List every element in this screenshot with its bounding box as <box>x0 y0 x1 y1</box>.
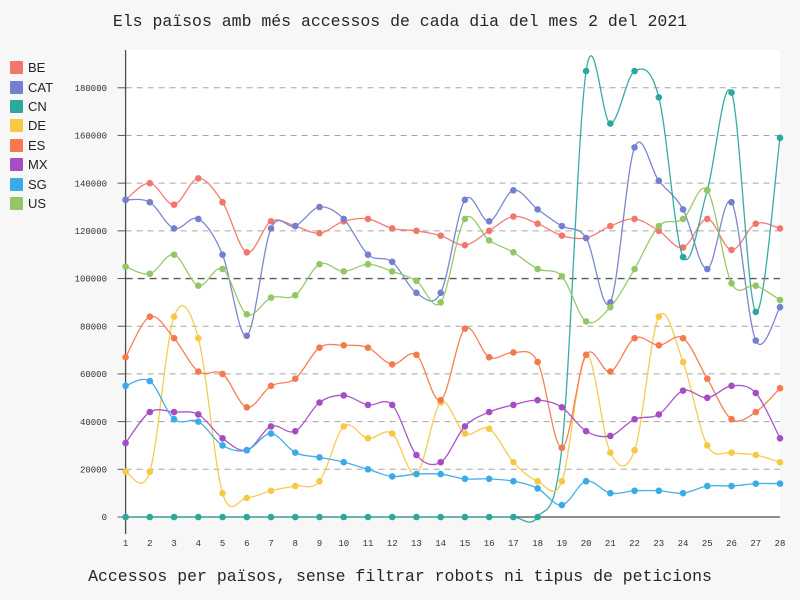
svg-text:80000: 80000 <box>80 322 107 332</box>
svg-text:60000: 60000 <box>80 370 107 380</box>
svg-text:22: 22 <box>629 539 640 549</box>
svg-text:9: 9 <box>317 539 322 549</box>
svg-text:21: 21 <box>605 539 616 549</box>
svg-text:27: 27 <box>750 539 761 549</box>
svg-text:160000: 160000 <box>75 132 107 142</box>
svg-text:100000: 100000 <box>75 275 107 285</box>
svg-text:17: 17 <box>508 539 519 549</box>
svg-text:11: 11 <box>363 539 374 549</box>
svg-text:40000: 40000 <box>80 418 107 428</box>
svg-text:13: 13 <box>411 539 422 549</box>
svg-text:8: 8 <box>293 539 298 549</box>
svg-text:6: 6 <box>244 539 249 549</box>
svg-text:23: 23 <box>653 539 664 549</box>
svg-text:19: 19 <box>556 539 567 549</box>
svg-text:12: 12 <box>387 539 398 549</box>
svg-text:10: 10 <box>338 539 349 549</box>
svg-text:120000: 120000 <box>75 227 107 237</box>
svg-text:18: 18 <box>532 539 543 549</box>
svg-text:5: 5 <box>220 539 225 549</box>
svg-text:7: 7 <box>268 539 273 549</box>
svg-text:0: 0 <box>102 513 107 523</box>
svg-text:3: 3 <box>171 539 176 549</box>
svg-text:1: 1 <box>123 539 128 549</box>
svg-text:4: 4 <box>196 539 201 549</box>
svg-text:20: 20 <box>581 539 592 549</box>
svg-text:24: 24 <box>678 539 689 549</box>
svg-text:2: 2 <box>147 539 152 549</box>
svg-text:180000: 180000 <box>75 84 107 94</box>
svg-text:20000: 20000 <box>80 466 107 476</box>
svg-text:14: 14 <box>435 539 446 549</box>
svg-text:16: 16 <box>484 539 495 549</box>
svg-text:28: 28 <box>775 539 786 549</box>
svg-text:26: 26 <box>726 539 737 549</box>
svg-text:140000: 140000 <box>75 179 107 189</box>
svg-text:25: 25 <box>702 539 713 549</box>
svg-text:15: 15 <box>460 539 471 549</box>
